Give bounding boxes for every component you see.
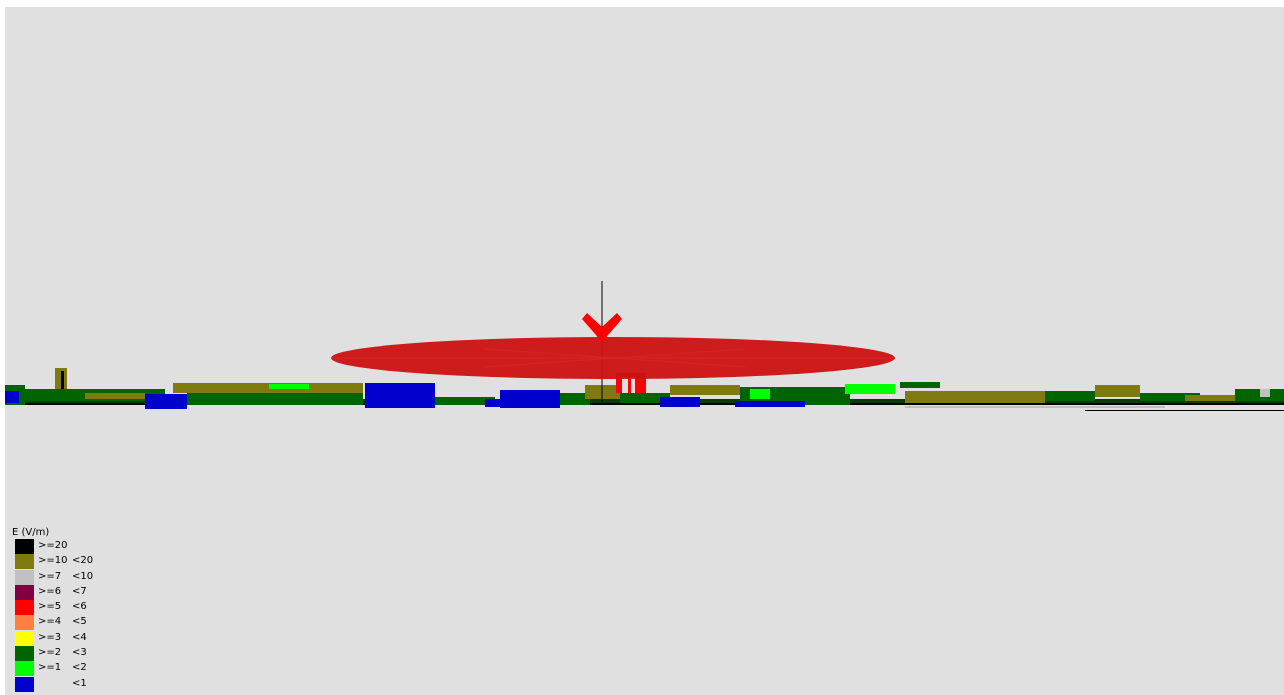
legend-title: E (V/m) <box>12 527 50 538</box>
legend-upper-bound: <1 <box>72 677 87 689</box>
building <box>173 383 363 393</box>
mast-base-gap <box>622 377 628 393</box>
legend-swatch <box>15 569 34 585</box>
legend-lower-bound: >=6 <box>38 585 62 597</box>
legend-item: <1 <box>10 676 150 692</box>
building <box>845 384 895 394</box>
building <box>670 385 740 395</box>
building <box>900 382 940 388</box>
building <box>1260 389 1270 397</box>
building <box>85 393 145 399</box>
building <box>660 397 700 407</box>
building <box>61 371 64 391</box>
legend-item: >=4 <5 <box>10 615 150 631</box>
radiation-scene <box>5 281 1284 411</box>
legend-swatch <box>15 615 34 631</box>
legend-swatch <box>15 676 34 692</box>
legend-upper-bound: <20 <box>72 555 94 567</box>
building <box>500 390 560 408</box>
legend-item: >=3 <4 <box>10 630 150 646</box>
legend-item: >=7 <10 <box>10 569 150 585</box>
legend-lower-bound: >=20 <box>38 540 68 551</box>
legend-upper-bound: <10 <box>72 570 94 582</box>
building <box>750 389 770 399</box>
building <box>187 393 363 405</box>
building <box>485 399 501 407</box>
legend-upper-bound: <7 <box>72 585 87 597</box>
top-lobe <box>582 313 622 343</box>
building <box>560 393 590 405</box>
legend-swatch <box>15 630 34 646</box>
legend-item: >=2 <3 <box>10 646 150 662</box>
building <box>1235 389 1284 401</box>
legend-lower-bound: >=7 <box>38 570 62 582</box>
legend-lower-bound: >=10 <box>38 555 68 567</box>
legend-swatch <box>15 600 34 616</box>
building <box>1140 393 1200 401</box>
building <box>1045 391 1095 401</box>
legend-upper-bound: <4 <box>72 631 87 643</box>
legend-item: >=6 <7 <box>10 584 150 600</box>
lobe-facet <box>484 348 746 368</box>
legend-upper-bound: <6 <box>72 601 87 613</box>
legend-swatch <box>15 554 34 570</box>
legend-upper-bound: <2 <box>72 662 87 674</box>
building <box>145 394 187 409</box>
ground-edge <box>905 406 1165 408</box>
building <box>365 383 435 408</box>
legend-swatch <box>15 661 34 677</box>
3d-viewport[interactable]: E (V/m) >=20 >=10 <20 >=7 <10 >=6 <7 >=5 <6 >=4 <5… <box>5 7 1284 695</box>
building <box>1095 385 1140 397</box>
building <box>905 391 1045 403</box>
building <box>435 397 495 405</box>
radiation-lobe <box>331 337 895 379</box>
legend-lower-bound: >=5 <box>38 601 62 613</box>
legend-lower-bound: >=2 <box>38 647 62 659</box>
legend-upper-bound: <5 <box>72 616 87 628</box>
legend-lower-bound: >=4 <box>38 616 62 628</box>
legend-lower-bound: >=3 <box>38 631 62 643</box>
building <box>620 393 670 403</box>
building <box>269 384 309 389</box>
field-strength-legend: E (V/m) >=20 >=10 <20 >=7 <10 >=6 <7 >=5 <6 >=4 <5… <box>10 526 150 692</box>
building <box>5 391 19 403</box>
ground-line <box>5 403 1284 405</box>
top-lobe-shape <box>582 313 622 343</box>
legend-item: >=1 <2 <box>10 661 150 677</box>
legend-item: >=20 <box>10 539 150 554</box>
legend-swatch <box>15 584 34 600</box>
legend-upper-bound: <3 <box>72 647 87 659</box>
building <box>1185 395 1235 401</box>
terrain-buildings <box>5 368 1284 411</box>
legend-lower-bound: >=1 <box>38 662 62 674</box>
legend-rows: >=20 >=10 <20 >=7 <10 >=6 <7 >=5 <6 >=4 <5 >=3 <4 >=2… <box>10 539 150 692</box>
ground-edge <box>1085 410 1284 411</box>
building <box>735 401 805 407</box>
legend-item: >=10 <20 <box>10 554 150 570</box>
legend-swatch <box>15 646 34 662</box>
mast-base-gap <box>631 377 635 393</box>
top-lobe-shape <box>594 329 610 341</box>
legend-item: >=5 <6 <box>10 600 150 616</box>
legend-swatch <box>15 539 34 554</box>
